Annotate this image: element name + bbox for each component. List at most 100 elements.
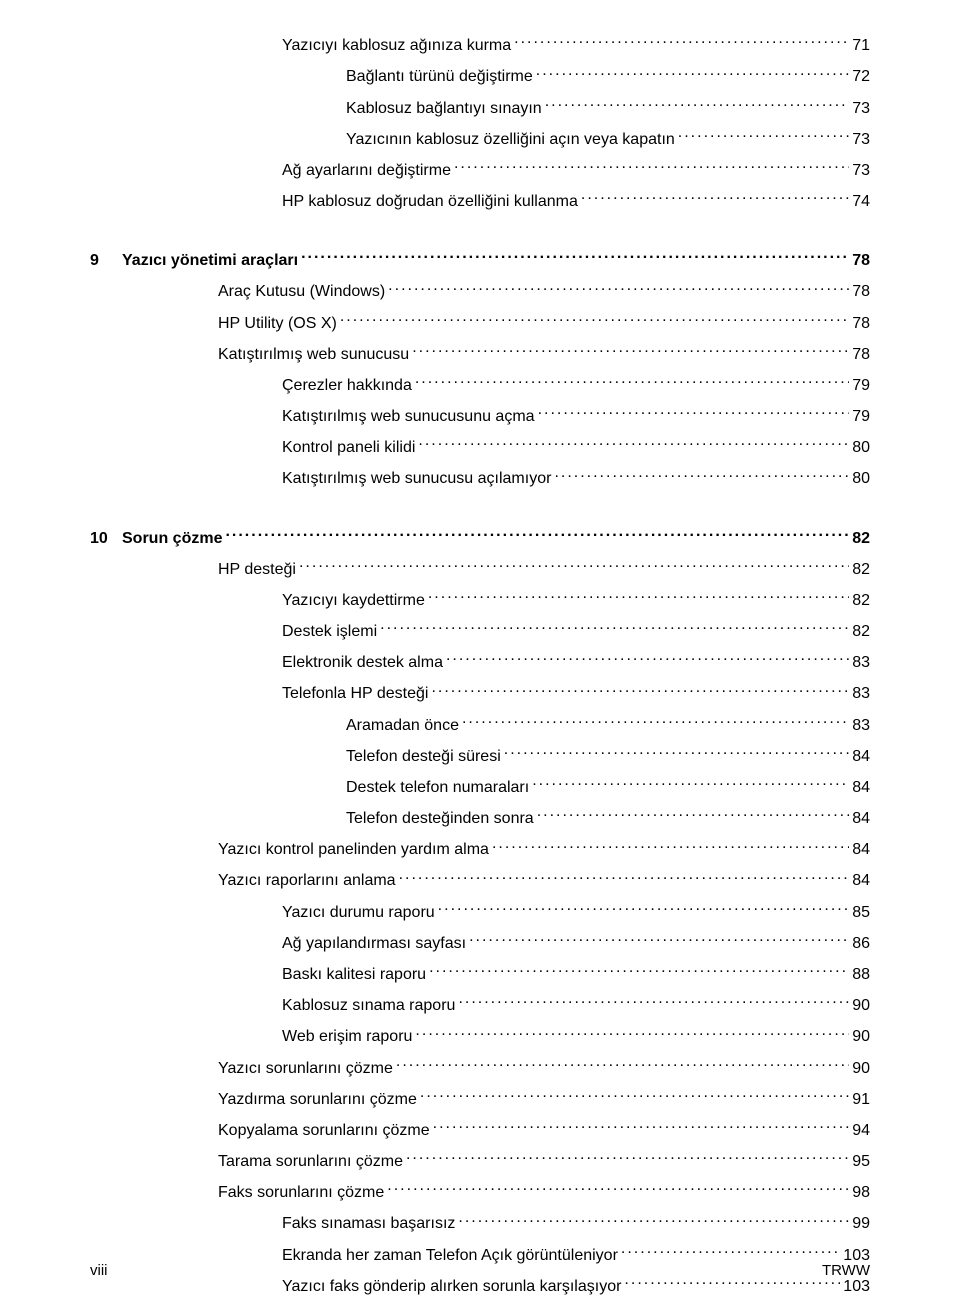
toc-entry-page: 99 bbox=[852, 1214, 870, 1235]
toc-entry-page: 84 bbox=[852, 747, 870, 768]
toc-entry[interactable]: Baskı kalitesi raporu88 bbox=[90, 959, 870, 990]
toc-leader-dots bbox=[380, 620, 849, 636]
toc-entry[interactable]: Katıştırılmış web sunucusu açılamıyor80 bbox=[90, 463, 870, 494]
toc-entry[interactable]: Ağ ayarlarını değiştirme73 bbox=[90, 155, 870, 186]
toc-leader-dots bbox=[458, 994, 849, 1010]
toc-entry[interactable]: Katıştırılmış web sunucusunu açma79 bbox=[90, 401, 870, 432]
toc-entry-label: Yazıcı kontrol panelinden yardım alma bbox=[218, 840, 489, 861]
toc-block-section-9: Araç Kutusu (Windows)78HP Utility (OS X)… bbox=[90, 276, 870, 494]
toc-entry[interactable]: Yazıcıyı kablosuz ağınıza kurma71 bbox=[90, 30, 870, 61]
toc-leader-dots bbox=[399, 869, 850, 885]
toc-leader-dots bbox=[537, 807, 850, 823]
section-gap bbox=[90, 494, 870, 522]
toc-section-9-heading[interactable]: 9 Yazıcı yönetimi araçları 78 bbox=[90, 245, 870, 276]
toc-entry[interactable]: Web erişim raporu90 bbox=[90, 1021, 870, 1052]
toc-leader-dots bbox=[415, 374, 849, 390]
toc-entry[interactable]: Katıştırılmış web sunucusu78 bbox=[90, 339, 870, 370]
toc-entry-page: 94 bbox=[852, 1121, 870, 1142]
toc-entry-label: Yazıcıyı kaydettirme bbox=[282, 591, 425, 612]
toc-entry[interactable]: Araç Kutusu (Windows)78 bbox=[90, 276, 870, 307]
toc-entry-label: Kontrol paneli kilidi bbox=[282, 438, 415, 459]
toc-entry-label: Yazıcı raporlarını anlama bbox=[218, 871, 396, 892]
toc-entry-label: Tarama sorunlarını çözme bbox=[218, 1152, 403, 1173]
toc-entry-label: Aramadan önce bbox=[346, 716, 459, 737]
toc-entry-label: Yazıcının kablosuz özelliğini açın veya … bbox=[346, 130, 675, 151]
toc-entry[interactable]: Destek telefon numaraları84 bbox=[90, 772, 870, 803]
toc-leader-dots bbox=[429, 963, 849, 979]
toc-entry[interactable]: Aramadan önce 83 bbox=[90, 709, 870, 740]
toc-entry[interactable]: Kablosuz bağlantıyı sınayın 73 bbox=[90, 92, 870, 123]
toc-leader-dots bbox=[387, 1181, 849, 1197]
toc-leader-dots bbox=[536, 65, 849, 81]
toc-entry-page: 90 bbox=[852, 996, 870, 1017]
toc-entry[interactable]: Yazdırma sorunlarını çözme91 bbox=[90, 1084, 870, 1115]
toc-entry-label: Kablosuz bağlantıyı sınayın bbox=[346, 99, 542, 120]
toc-leader-dots bbox=[514, 34, 849, 50]
toc-entry-page: 78 bbox=[852, 314, 870, 335]
toc-entry-page: 90 bbox=[852, 1027, 870, 1048]
toc-entry-label: Kopyalama sorunlarını çözme bbox=[218, 1121, 430, 1142]
toc-leader-dots bbox=[469, 932, 849, 948]
toc-entry-label: Yazıcı sorunlarını çözme bbox=[218, 1059, 393, 1080]
toc-entry-page: 83 bbox=[852, 716, 870, 737]
toc-entry-page: 73 bbox=[852, 130, 870, 151]
toc-entry[interactable]: HP kablosuz doğrudan özelliğini kullanma… bbox=[90, 186, 870, 217]
toc-entry[interactable]: HP desteği82 bbox=[90, 554, 870, 585]
toc-entry[interactable]: Kontrol paneli kilidi80 bbox=[90, 432, 870, 463]
toc-entry[interactable]: Kablosuz sınama raporu90 bbox=[90, 990, 870, 1021]
toc-entry-label: Ağ ayarlarını değiştirme bbox=[282, 161, 451, 182]
toc-entry-label: Elektronik destek alma bbox=[282, 653, 443, 674]
toc-entry-page: 78 bbox=[852, 345, 870, 366]
toc-entry[interactable]: Faks sorunlarını çözme98 bbox=[90, 1177, 870, 1208]
toc-section-10-heading[interactable]: 10 Sorun çözme 82 bbox=[90, 522, 870, 553]
toc-entry[interactable]: Faks sınaması başarısız99 bbox=[90, 1208, 870, 1239]
toc-leader-dots bbox=[418, 436, 849, 452]
toc-leader-dots bbox=[454, 159, 849, 175]
toc-leader-dots bbox=[431, 682, 849, 698]
toc-entry[interactable]: Bağlantı türünü değiştirme72 bbox=[90, 61, 870, 92]
toc-block-section-10: HP desteği82Yazıcıyı kaydettirme82Destek… bbox=[90, 554, 870, 1302]
footer-right-label: TRWW bbox=[822, 1262, 870, 1279]
toc-leader-dots bbox=[420, 1088, 849, 1104]
page: Yazıcıyı kablosuz ağınıza kurma71Bağlant… bbox=[0, 0, 960, 1309]
toc-entry[interactable]: Çerezler hakkında79 bbox=[90, 370, 870, 401]
toc-entry[interactable]: HP Utility (OS X) 78 bbox=[90, 307, 870, 338]
toc-leader-dots bbox=[406, 1150, 849, 1166]
toc-leader-dots bbox=[492, 838, 849, 854]
toc-leader-dots bbox=[538, 405, 850, 421]
toc-entry[interactable]: Yazıcıyı kaydettirme82 bbox=[90, 585, 870, 616]
toc-entry-page: 95 bbox=[852, 1152, 870, 1173]
toc-entry[interactable]: Yazıcı raporlarını anlama84 bbox=[90, 865, 870, 896]
toc-entry[interactable]: Yazıcı sorunlarını çözme90 bbox=[90, 1052, 870, 1083]
toc-entry[interactable]: Yazıcının kablosuz özelliğini açın veya … bbox=[90, 124, 870, 155]
toc-leader-dots bbox=[581, 190, 849, 206]
toc-entry-page: 88 bbox=[852, 965, 870, 986]
toc-entry[interactable]: Telefon desteği süresi84 bbox=[90, 741, 870, 772]
toc-entry[interactable]: Yazıcı kontrol panelinden yardım alma84 bbox=[90, 834, 870, 865]
toc-entry[interactable]: Telefonla HP desteği83 bbox=[90, 678, 870, 709]
toc-entry[interactable]: Elektronik destek alma 83 bbox=[90, 647, 870, 678]
toc-leader-dots bbox=[301, 249, 849, 265]
toc-entry[interactable]: Kopyalama sorunlarını çözme 94 bbox=[90, 1115, 870, 1146]
toc-entry[interactable]: Yazıcı durumu raporu85 bbox=[90, 896, 870, 927]
toc-entry-label: Telefon desteğinden sonra bbox=[346, 809, 534, 830]
toc-leader-dots bbox=[225, 527, 849, 543]
toc-entry[interactable]: Tarama sorunlarını çözme 95 bbox=[90, 1146, 870, 1177]
toc-leader-dots bbox=[428, 589, 849, 605]
toc-entry-label: HP Utility (OS X) bbox=[218, 314, 337, 335]
section-gap bbox=[90, 217, 870, 245]
toc-entry[interactable]: Ağ yapılandırması sayfası86 bbox=[90, 928, 870, 959]
footer-page-num: viii bbox=[90, 1262, 108, 1279]
toc-entry-label: Ağ yapılandırması sayfası bbox=[282, 934, 466, 955]
toc-leader-dots bbox=[415, 1025, 849, 1041]
toc-entry-page: 73 bbox=[852, 99, 870, 120]
toc-entry-page: 83 bbox=[852, 653, 870, 674]
toc-entry-page: 83 bbox=[852, 684, 870, 705]
toc-leader-dots bbox=[412, 343, 849, 359]
toc-entry[interactable]: Telefon desteğinden sonra84 bbox=[90, 803, 870, 834]
section-title: Yazıcı yönetimi araçları bbox=[122, 251, 298, 272]
toc-leader-dots bbox=[396, 1057, 849, 1073]
toc-entry-label: Katıştırılmış web sunucusu açılamıyor bbox=[282, 469, 551, 490]
toc-block-top: Yazıcıyı kablosuz ağınıza kurma71Bağlant… bbox=[90, 30, 870, 217]
toc-entry[interactable]: Destek işlemi82 bbox=[90, 616, 870, 647]
